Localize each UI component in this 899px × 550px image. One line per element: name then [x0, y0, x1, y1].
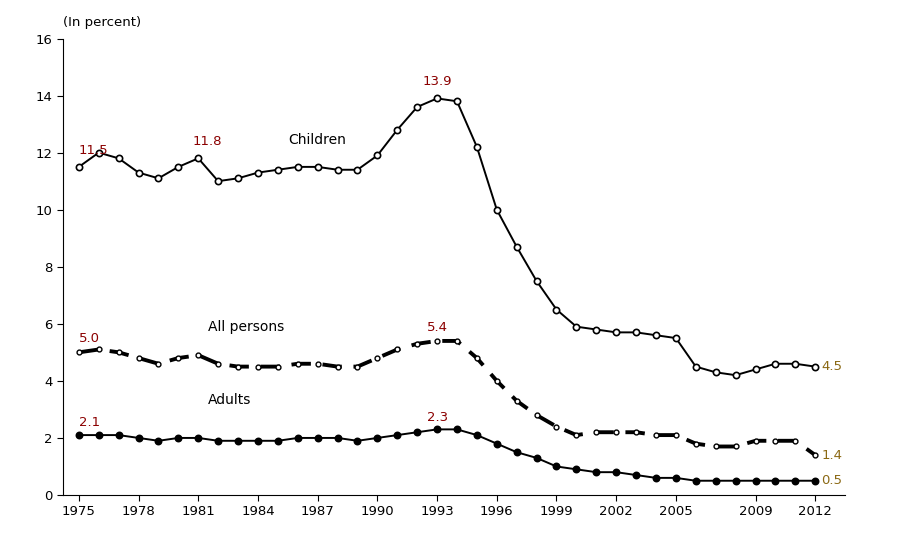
Text: Adults: Adults	[209, 393, 252, 406]
Text: (In percent): (In percent)	[63, 16, 141, 29]
Text: 5.0: 5.0	[79, 332, 100, 345]
Text: 13.9: 13.9	[423, 75, 452, 89]
Text: 1.4: 1.4	[821, 449, 842, 461]
Text: 5.4: 5.4	[427, 321, 448, 334]
Text: All persons: All persons	[209, 320, 284, 334]
Text: 11.8: 11.8	[192, 135, 222, 149]
Text: Children: Children	[288, 133, 346, 147]
Text: 2.1: 2.1	[79, 416, 100, 430]
Text: 4.5: 4.5	[821, 360, 842, 373]
Text: 11.5: 11.5	[79, 144, 109, 157]
Text: 2.3: 2.3	[426, 411, 448, 424]
Text: 0.5: 0.5	[821, 474, 842, 487]
